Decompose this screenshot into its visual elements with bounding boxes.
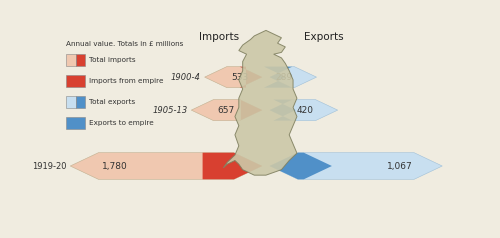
Text: 657: 657 (218, 106, 234, 115)
Text: 1900-4: 1900-4 (171, 73, 201, 82)
Text: Exports: Exports (304, 32, 344, 42)
Text: 533: 533 (231, 73, 248, 82)
Polygon shape (264, 67, 292, 88)
Text: 1,780: 1,780 (102, 162, 128, 170)
Polygon shape (224, 30, 297, 175)
FancyBboxPatch shape (76, 96, 85, 108)
Polygon shape (70, 153, 262, 179)
Polygon shape (202, 153, 262, 179)
FancyBboxPatch shape (66, 96, 76, 108)
FancyBboxPatch shape (66, 54, 76, 66)
Text: 289: 289 (275, 73, 292, 82)
Text: 420: 420 (296, 106, 314, 115)
Polygon shape (270, 153, 332, 179)
FancyBboxPatch shape (66, 117, 85, 129)
Text: Total imports: Total imports (89, 57, 136, 63)
Text: 1905-13: 1905-13 (152, 106, 188, 115)
Text: Exports to empire: Exports to empire (89, 120, 154, 126)
Polygon shape (270, 99, 338, 121)
Text: Total exports: Total exports (89, 99, 135, 105)
Text: Imports: Imports (200, 32, 239, 42)
Polygon shape (204, 67, 262, 88)
Polygon shape (270, 99, 295, 121)
Polygon shape (270, 153, 442, 179)
FancyBboxPatch shape (76, 54, 85, 66)
Text: 1919-20: 1919-20 (32, 162, 66, 170)
Polygon shape (192, 99, 262, 121)
Text: 1,067: 1,067 (386, 162, 412, 170)
Polygon shape (240, 99, 262, 121)
Text: Imports from empire: Imports from empire (89, 78, 164, 84)
Text: Annual value. Totals in £ millions: Annual value. Totals in £ millions (66, 41, 184, 47)
Polygon shape (240, 67, 262, 88)
Polygon shape (270, 67, 316, 88)
FancyBboxPatch shape (66, 75, 85, 87)
